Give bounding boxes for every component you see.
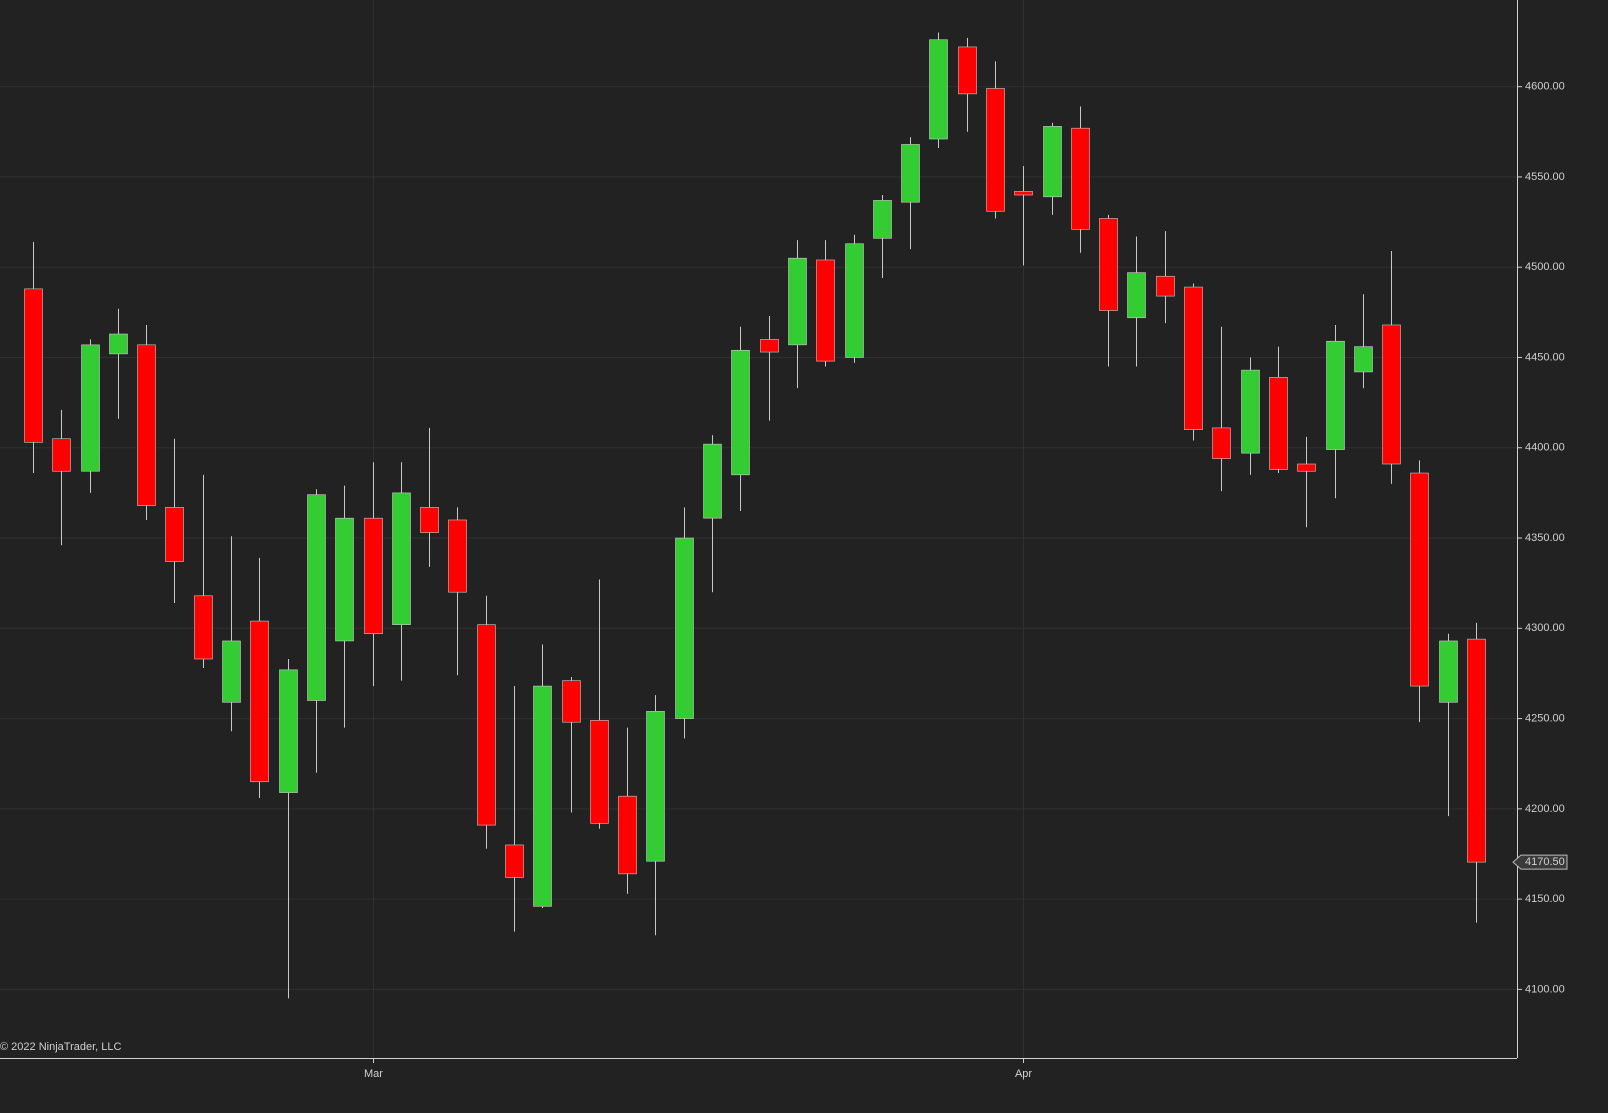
y-tick-label: 4150.00 [1525,893,1565,905]
candle-body [788,257,807,346]
y-tick-label: 4550.00 [1525,171,1565,183]
candle-body [901,144,920,203]
x-tick-label: Mar [364,1068,383,1080]
candle-body [392,492,411,625]
candle-body [703,443,722,519]
candle-body [618,795,637,875]
candle-body [1467,638,1486,863]
candle-body [1127,272,1146,319]
candle-body [562,680,581,723]
candle-body [364,517,383,635]
y-tick-label: 4100.00 [1525,983,1565,995]
candle-body [109,333,128,355]
price-marker [1512,854,1568,870]
candle-body [1439,640,1458,703]
candle-body [1382,324,1401,465]
candle-body [1071,127,1090,230]
candle-body [1212,427,1231,459]
candle-body [1354,346,1373,373]
candle-body [335,517,354,642]
y-tick-label: 4600.00 [1525,81,1565,93]
candle-body [194,595,213,660]
candle-body [1043,126,1062,198]
candle-body [165,507,184,562]
candle-body [986,88,1005,212]
candle-body [760,339,779,353]
candle-body [477,624,496,826]
candle-body [448,519,467,593]
candle-body [1269,377,1288,470]
candle-body [646,711,665,862]
candle-body [1014,191,1033,196]
y-tick-label: 4250.00 [1525,712,1565,724]
x-tick-label: Apr [1015,1068,1032,1080]
candle-body [816,259,835,362]
candle-body [731,349,750,476]
y-tick-label: 4350.00 [1525,532,1565,544]
y-tick-label: 4300.00 [1525,622,1565,634]
candle-body [1241,369,1260,454]
y-tick-label: 4200.00 [1525,803,1565,815]
candle-body [1297,463,1316,472]
candle-body [279,669,298,793]
candle-body [1156,275,1175,297]
candle-body [137,344,156,506]
candle-body [533,685,552,907]
candle-body [1184,286,1203,430]
candle-body [845,243,864,358]
candles [24,32,1486,999]
y-tick-label: 4400.00 [1525,442,1565,454]
candle-body [1099,218,1118,311]
watermark: © 2022 NinjaTrader, LLC [0,1041,121,1053]
candle-body [873,200,892,239]
candle-body [675,537,694,719]
candle-body [590,720,609,824]
candle-body [1410,472,1429,687]
candle-body [1326,340,1345,450]
candle-body [307,494,326,701]
candle-body [222,640,241,703]
candle-body [81,344,100,472]
price-marker-label: 4170.50 [1525,856,1565,868]
y-tick-label: 4450.00 [1525,351,1565,363]
candle-body [52,438,71,472]
candle-body [250,620,269,783]
candle-body [505,844,524,878]
candle-body [958,46,977,95]
candle-body [929,39,948,140]
candle-body [420,507,439,533]
y-tick-label: 4500.00 [1525,261,1565,273]
candle-body [24,288,43,443]
